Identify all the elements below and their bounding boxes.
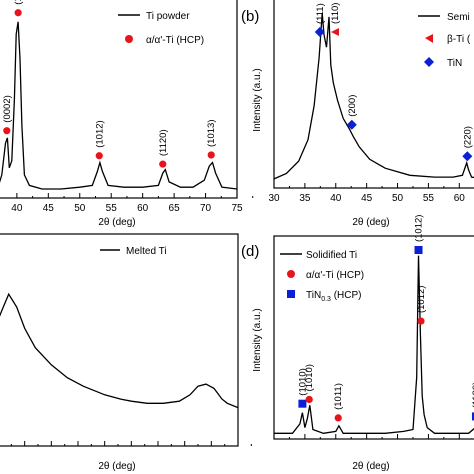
tin-subscript: 0.3 — [321, 296, 331, 303]
peak-label: (1012) — [94, 120, 105, 147]
panel-b-legend-beta: β-Ti ( — [447, 34, 471, 45]
panel-a-legend-hcp-marker — [125, 35, 133, 43]
x-tick-label: 55 — [423, 193, 435, 204]
panel-b-xlabel: 2θ (deg) — [352, 217, 389, 228]
panel-b-legend-tin-marker — [424, 57, 434, 67]
panel-a-peak-labels: (0002) (1011) (1012) (1120) (1013) — [2, 0, 217, 156]
x-tick-label: 55 — [106, 203, 118, 214]
peak-marker-circle — [305, 395, 313, 404]
peak-label: (111) — [315, 3, 326, 24]
panel-b-ylabel: Intensity (a.u.) — [252, 68, 263, 131]
x-tick-label: 70 — [200, 203, 212, 214]
panel-b-peak-labels: (111) (110) (200) (220) — [315, 3, 474, 149]
panel-d-legend-solidified: Solidified Ti — [306, 250, 357, 261]
panel-d-letter: (d) — [241, 243, 259, 260]
peak-marker-square — [298, 399, 307, 408]
peak-marker-circle — [14, 9, 22, 17]
panel-a-series-line — [0, 21, 238, 190]
tin-base-text: TiN — [306, 290, 321, 301]
panel-a-peak-markers — [3, 9, 215, 168]
panel-d-legend-hcp-marker — [287, 270, 295, 278]
panel-d-peak-markers — [298, 246, 474, 422]
panel-d-legend-hcp: α/α'-Ti (HCP) — [306, 270, 364, 281]
panel-c-ticks — [10, 441, 252, 446]
tin-tail-text: (HCP) — [331, 290, 362, 301]
peak-label: (1010) — [297, 368, 308, 395]
panel-d-ticks — [273, 434, 460, 439]
panel-d-legend-tin-marker — [287, 290, 295, 298]
x-tick-label: 45 — [361, 193, 373, 204]
peak-label: (1010) — [304, 364, 315, 391]
peak-label: (1012) — [416, 286, 427, 313]
peak-marker-triangle — [330, 28, 339, 36]
peak-marker-circle — [207, 151, 215, 159]
peak-label: (220) — [462, 126, 473, 148]
x-tick-label: 30 — [268, 193, 280, 204]
peak-marker-circle — [95, 152, 103, 160]
x-tick-label: 40 — [330, 193, 342, 204]
peak-marker-diamond — [346, 119, 357, 130]
peak-label: (0002) — [2, 95, 13, 122]
x-tick-label: 60 — [137, 203, 149, 214]
peak-marker-square — [414, 246, 423, 254]
panel-d-xlabel: 2θ (deg) — [352, 461, 389, 472]
panel-b-series-line — [273, 13, 474, 180]
panel-d-peak-labels: (1010)(1010)(1011)(1012)(1012)(1120)(112… — [297, 215, 474, 410]
peak-marker-circle — [417, 317, 425, 325]
x-tick-label: 50 — [392, 193, 404, 204]
peak-label: (1011) — [333, 383, 344, 410]
x-tick-label: 35 — [299, 193, 311, 204]
panel-a-xlabel: 2θ (deg) — [98, 217, 135, 228]
panel-a-ticks: 40 45 50 55 60 65 70 75 — [11, 193, 254, 214]
panel-c-series-line — [0, 292, 239, 409]
x-tick-label: 45 — [43, 203, 55, 214]
panel-c: 2θ (deg) Melted Ti — [0, 233, 252, 472]
panel-a-frame — [0, 0, 238, 199]
panel-b: (b) 30 35 40 45 50 55 60 (111) (110)(200)(220) … — [241, 0, 474, 228]
panel-b-legend-tin: TiN — [447, 58, 462, 69]
panel-c-legend-melted: Melted Ti — [126, 246, 167, 257]
panel-b-letter: (b) — [241, 8, 259, 25]
peak-marker-circle — [3, 127, 11, 135]
peak-marker-diamond — [314, 27, 325, 37]
panel-b-frame — [273, 0, 474, 189]
panel-c-xlabel: 2θ (deg) — [98, 461, 135, 472]
peak-label: (110) — [330, 3, 341, 24]
panel-d: (d) (1010)(1010) (1011) (1012) (1012) (1120)… — [241, 215, 474, 472]
panel-a: 40 45 50 55 60 65 70 75 (0002) (1011) (1012) (1120… — [0, 0, 254, 228]
panel-a-legend-ti-powder: Ti powder — [146, 11, 190, 22]
peak-marker-circle — [159, 160, 167, 168]
x-tick-label: 50 — [74, 203, 86, 214]
peak-marker-diamond — [462, 151, 473, 162]
peak-label: (1120) — [158, 129, 169, 156]
x-tick-label: 65 — [169, 203, 181, 214]
panel-b-ticks: 30 35 40 45 50 55 60 — [268, 183, 466, 204]
peak-marker-square — [471, 412, 474, 421]
panel-a-legend-hcp: α/α'-Ti (HCP) — [146, 35, 204, 46]
panel-d-ylabel: Intensity (a.u.) — [252, 308, 263, 371]
panel-b-legend-semi: Semi — [447, 12, 470, 23]
peak-marker-circle — [334, 414, 342, 422]
x-tick-label: 40 — [11, 203, 23, 214]
x-tick-label: 60 — [454, 193, 466, 204]
panel-b-peak-markers — [314, 27, 473, 162]
peak-label: (1013) — [206, 119, 217, 146]
panel-d-legend-tin: TiN0.3 (HCP) — [306, 290, 361, 303]
peak-label: (1012) — [414, 215, 425, 242]
panel-c-frame — [0, 233, 239, 447]
panel-d-frame — [273, 235, 474, 440]
peak-label: (1011) — [13, 0, 24, 5]
panel-d-series-line — [274, 255, 474, 434]
x-tick-label: 75 — [231, 203, 243, 214]
panel-b-legend-beta-marker — [425, 34, 433, 43]
peak-label: (200) — [347, 95, 358, 117]
peak-label: (1120) — [471, 382, 474, 409]
